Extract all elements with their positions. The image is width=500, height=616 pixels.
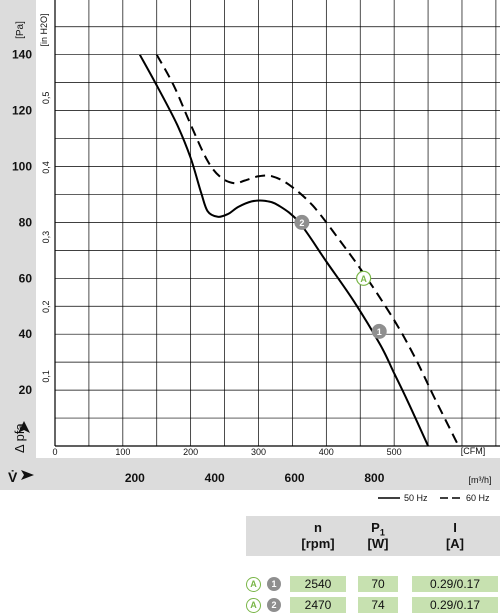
- point-label: 2: [299, 218, 304, 228]
- table-header: n [rpm] P1 [W] I [A]: [246, 516, 500, 556]
- x-tick-label-cfm: 300: [251, 447, 266, 457]
- legend-solid-label: 50 Hz: [404, 493, 428, 503]
- y-tick-label-inh2o: 0,2: [41, 301, 51, 314]
- bottom-axis-band: [0, 458, 500, 490]
- y-unit-left: [Pa]: [15, 21, 26, 39]
- y-tick-label-inh2o: 0,1: [41, 370, 51, 383]
- legend: 50 Hz 60 Hz: [378, 493, 490, 503]
- row-number-badge: 2: [267, 598, 281, 612]
- col-i-title: I: [412, 520, 498, 535]
- col-p-title: P1: [358, 520, 398, 538]
- y-tick-label-inh2o: 0,5: [41, 92, 51, 105]
- y-tick-label-pa: 60: [19, 271, 33, 285]
- row-letter-badge: A: [246, 598, 261, 613]
- col-i-unit: [A]: [445, 536, 465, 551]
- cell-p: 74: [358, 597, 398, 613]
- y-tick-label-pa: 100: [12, 160, 32, 174]
- y-axis-arrow: [18, 421, 30, 433]
- series-line-50-hz: [138, 54, 430, 447]
- y-tick-label-pa: 40: [19, 327, 33, 341]
- x-axis-arrow: [21, 470, 34, 480]
- point-label: A: [360, 274, 367, 284]
- x-tick-label-m3h: 400: [205, 471, 225, 485]
- point-marker: [356, 270, 372, 286]
- operating-point-2: 2: [294, 214, 310, 230]
- y-axis-title: Δ pfa: [12, 421, 30, 453]
- y-tick-label-pa: 120: [12, 104, 32, 118]
- table-row: A 2 2470 74 0.29/0.17: [246, 597, 500, 613]
- cell-n: 2470: [290, 597, 346, 613]
- col-n-unit: [rpm]: [301, 536, 335, 551]
- y-tick-label-pa: 140: [12, 48, 32, 62]
- x-tick-label-m3h: 800: [364, 471, 384, 485]
- operating-point-a: A: [356, 270, 372, 286]
- legend-dashed-label: 60 Hz: [466, 493, 490, 503]
- point-label: 1: [377, 327, 382, 337]
- y-tick-label-inh2o: 0,4: [41, 161, 51, 174]
- col-n-title: n: [290, 520, 346, 535]
- y-tick-label-pa: 80: [19, 215, 33, 229]
- cell-p: 70: [358, 576, 398, 592]
- col-i-main: I: [453, 520, 457, 535]
- x-tick-label-cfm: 100: [115, 447, 130, 457]
- x-tick-label-cfm: 400: [319, 447, 334, 457]
- x-unit-top: [CFM]: [461, 446, 486, 456]
- x-tick-label-m3h: 600: [285, 471, 305, 485]
- x-unit-bottom: [m³/h]: [468, 475, 491, 485]
- x-axis-title: V̇: [8, 469, 34, 485]
- col-p-unit: [W]: [367, 536, 389, 551]
- y-unit-right: [in H2O]: [39, 13, 49, 46]
- axis-tick-labels: 20 40 60 80 100 120 140 0,1 0,2 0,3 0,4 0,5 0 100 200 3…: [12, 48, 402, 485]
- cell-i: 0.29/0.17: [412, 597, 498, 613]
- x-axis-label: V̇: [8, 469, 18, 485]
- series-line-60-hz: [155, 54, 460, 447]
- x-tick-label-cfm: 0: [52, 447, 57, 457]
- col-n-main: n: [314, 520, 322, 535]
- operating-point-1: 1: [371, 323, 387, 339]
- left-axis-band: [0, 0, 36, 490]
- table-row: A 1 2540 70 0.29/0.17: [246, 576, 500, 592]
- col-p-sub: 1: [379, 527, 385, 538]
- point-marker: [294, 214, 310, 230]
- row-letter-badge: A: [246, 577, 261, 592]
- x-tick-label-cfm: 200: [183, 447, 198, 457]
- plot-area: [55, 0, 500, 446]
- col-p-main: P: [371, 520, 380, 535]
- y-tick-label-inh2o: 0,3: [41, 231, 51, 244]
- x-tick-label-m3h: 200: [125, 471, 145, 485]
- cell-i: 0.29/0.17: [412, 576, 498, 592]
- series-lines: [138, 54, 460, 447]
- row-number-badge: 1: [267, 577, 281, 591]
- point-marker: [371, 323, 387, 339]
- cell-n: 2540: [290, 576, 346, 592]
- x-tick-label-cfm: 500: [387, 447, 402, 457]
- y-tick-label-pa: 20: [19, 383, 33, 397]
- operating-points: 2 A 1: [294, 214, 387, 339]
